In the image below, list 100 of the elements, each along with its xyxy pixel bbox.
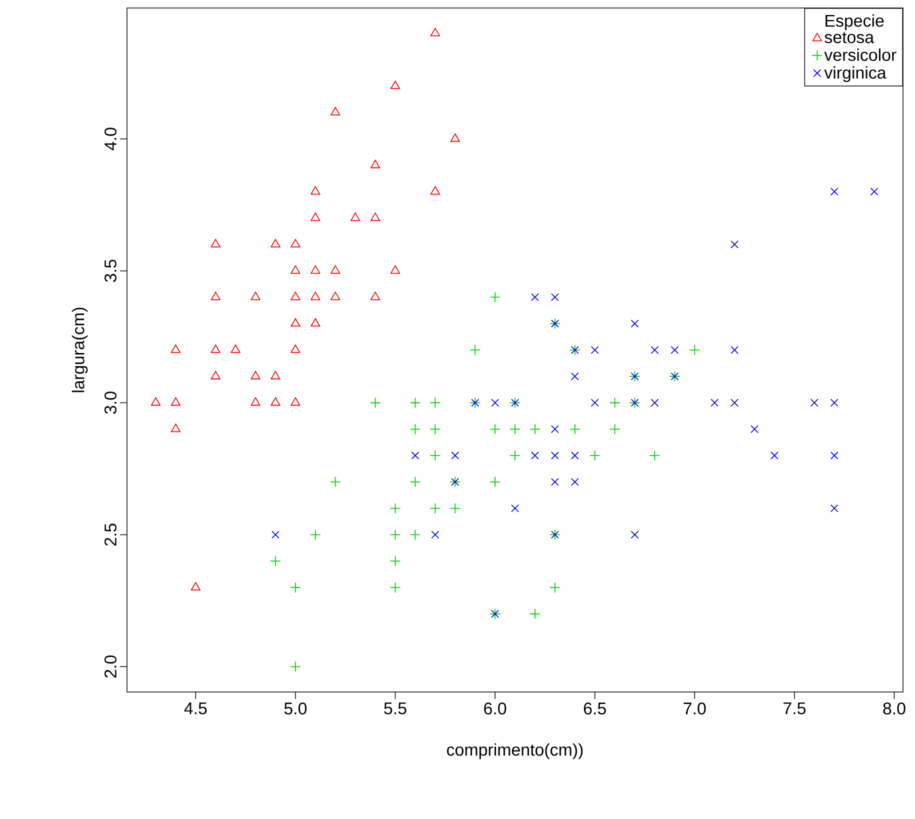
point — [370, 212, 380, 221]
point — [290, 661, 301, 672]
point — [330, 476, 341, 488]
x-tick-label: 7.0 — [684, 702, 706, 715]
point — [589, 450, 600, 461]
point — [830, 452, 838, 460]
point — [310, 186, 320, 195]
y-tick-label: 3.0 — [104, 392, 116, 414]
point — [310, 529, 321, 540]
y-tick-label: 3.5 — [104, 260, 116, 282]
legend-title: Especie — [826, 14, 884, 30]
point — [250, 292, 260, 300]
point — [190, 582, 200, 590]
point — [210, 238, 220, 248]
point — [310, 292, 320, 300]
point — [530, 452, 539, 460]
point — [270, 238, 280, 248]
point — [490, 424, 500, 435]
point — [410, 397, 421, 408]
point — [730, 398, 739, 407]
point — [270, 556, 281, 567]
x-tick-label: 7.5 — [784, 702, 806, 714]
point — [430, 28, 440, 36]
point — [609, 397, 620, 408]
point — [370, 160, 380, 168]
point — [549, 582, 560, 593]
y-tick-label: 4.0 — [104, 128, 116, 150]
point — [370, 292, 380, 300]
point — [510, 424, 520, 435]
point — [510, 450, 520, 461]
point — [350, 212, 360, 221]
x-tick-label: 6.0 — [484, 702, 506, 715]
point — [170, 344, 180, 353]
point — [609, 424, 620, 435]
point — [830, 398, 838, 407]
point — [570, 452, 579, 460]
point — [290, 397, 300, 406]
point — [689, 344, 700, 356]
point — [150, 397, 161, 406]
point — [810, 398, 818, 407]
point — [210, 292, 220, 300]
point — [290, 318, 300, 327]
point — [270, 397, 280, 406]
point — [670, 346, 679, 354]
point — [370, 397, 381, 408]
point — [272, 530, 280, 539]
point — [330, 265, 340, 274]
point — [430, 450, 441, 461]
legend-label: versicolor — [824, 48, 896, 61]
point — [450, 133, 460, 142]
point — [451, 452, 460, 460]
point — [330, 292, 340, 300]
legend-label: virginica — [824, 66, 886, 82]
point — [170, 424, 180, 432]
point — [730, 240, 739, 248]
point — [630, 530, 639, 539]
x-tick-label: 5.5 — [384, 702, 406, 714]
point — [270, 370, 280, 380]
point — [450, 502, 461, 514]
point — [830, 188, 838, 196]
x-tick-label: 8.0 — [883, 702, 906, 715]
point — [490, 476, 500, 488]
point — [570, 478, 579, 486]
point — [830, 504, 838, 512]
point — [411, 452, 420, 460]
point — [491, 398, 500, 407]
point — [250, 397, 260, 406]
x-tick-label: 6.5 — [584, 702, 606, 715]
point — [390, 582, 401, 593]
point — [330, 107, 340, 116]
point — [710, 398, 719, 407]
point — [530, 293, 539, 302]
point — [550, 293, 559, 302]
point — [430, 424, 441, 435]
point — [530, 424, 540, 435]
legend-label: setosa — [824, 32, 874, 44]
point — [310, 265, 320, 274]
point — [550, 452, 559, 460]
point — [570, 372, 579, 380]
point — [590, 346, 599, 354]
point — [290, 238, 300, 248]
point — [770, 452, 778, 460]
x-tick-label: 4.5 — [184, 702, 207, 714]
y-axis-title: largura(cm) — [72, 308, 88, 392]
point — [390, 556, 401, 567]
point — [290, 292, 300, 300]
point — [630, 320, 639, 328]
point — [730, 346, 739, 354]
point — [470, 344, 481, 356]
point — [430, 186, 440, 195]
point — [430, 502, 441, 514]
x-tick-label: 5.0 — [284, 702, 307, 715]
point — [750, 425, 759, 434]
point — [431, 530, 440, 539]
point — [390, 529, 401, 540]
point — [410, 476, 421, 488]
y-tick-label: 2.5 — [104, 524, 116, 546]
y-tick-label: 2.0 — [104, 656, 116, 678]
point — [290, 344, 300, 353]
point — [250, 370, 260, 380]
